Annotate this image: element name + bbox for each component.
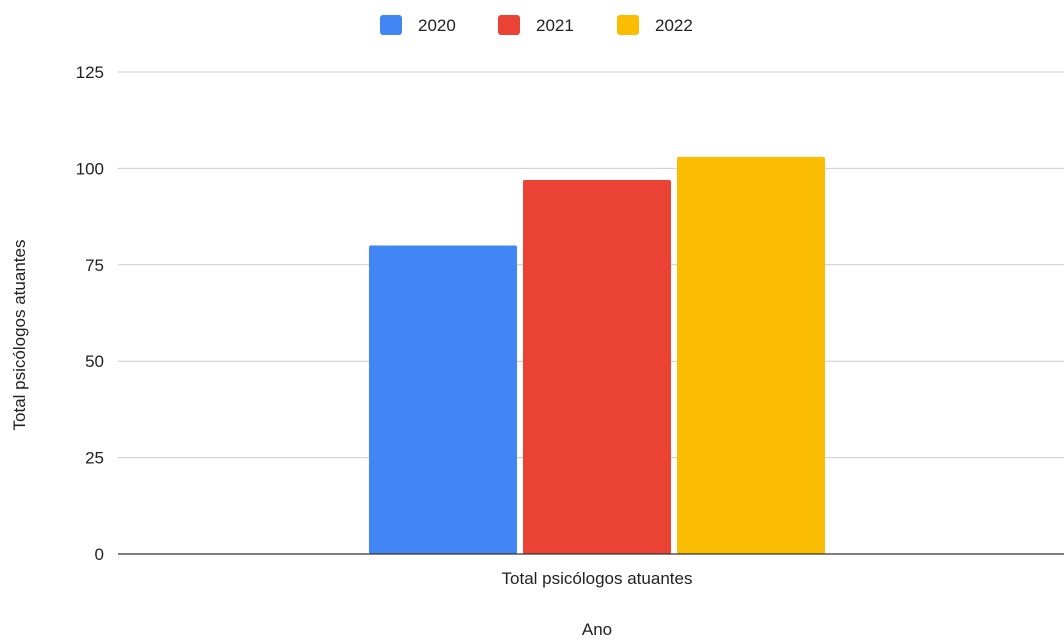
x-tick-label: Total psicólogos atuantes <box>502 569 693 588</box>
legend-label: 2020 <box>418 16 456 35</box>
y-tick-label: 50 <box>85 352 104 371</box>
legend-item-2022: 2022 <box>617 15 693 35</box>
x-tick-labels: Total psicólogos atuantes <box>502 569 693 588</box>
bars <box>369 156 825 554</box>
bar-2021 <box>523 179 671 554</box>
legend-item-2021: 2021 <box>498 15 574 35</box>
legend-label: 2022 <box>655 16 693 35</box>
x-axis-title: Ano <box>582 620 612 639</box>
y-tick-label: 100 <box>76 159 104 178</box>
legend-item-2020: 2020 <box>380 15 456 35</box>
chart-legend: 2020 2021 2022 <box>380 15 693 35</box>
y-axis-title: Total psicólogos atuantes <box>10 240 29 431</box>
y-tick-labels: 0 25 50 75 100 125 <box>76 63 104 564</box>
legend-swatch <box>617 15 639 35</box>
y-tick-label: 75 <box>85 256 104 275</box>
y-tick-label: 125 <box>76 63 104 82</box>
legend-swatch <box>380 15 402 35</box>
bar-2020 <box>369 245 517 554</box>
y-tick-label: 25 <box>85 449 104 468</box>
bar-2022 <box>677 156 825 554</box>
legend-label: 2021 <box>536 16 574 35</box>
y-tick-label: 0 <box>95 545 104 564</box>
legend-swatch <box>498 15 520 35</box>
